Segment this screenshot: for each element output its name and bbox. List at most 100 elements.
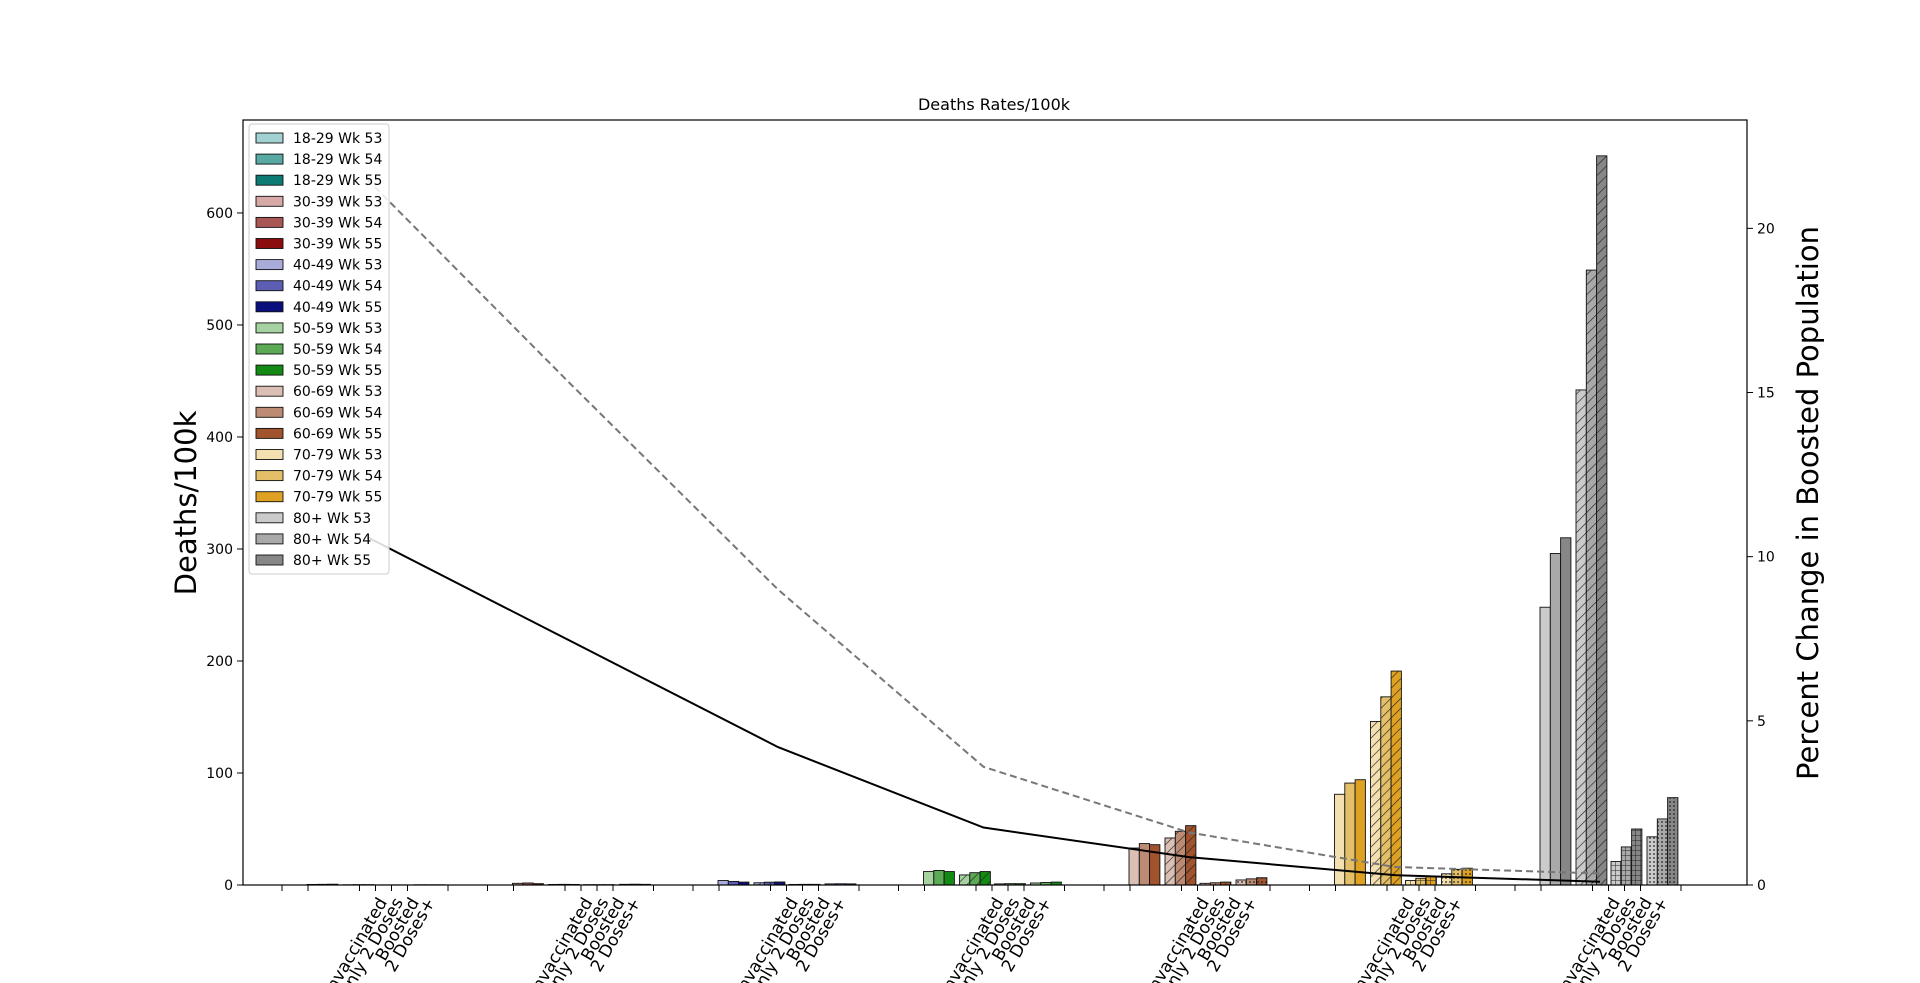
bar-hatch xyxy=(1596,155,1607,886)
y-tick-label: 100 xyxy=(206,766,233,782)
legend-entry: 80+ Wk 54 xyxy=(293,532,371,548)
legend-swatch xyxy=(255,174,284,186)
bar-hatch xyxy=(1391,671,1402,885)
bar-hatch xyxy=(1200,883,1211,885)
legend-swatch xyxy=(255,195,284,207)
y2-tick-label: 10 xyxy=(1757,550,1775,566)
bar-hatch xyxy=(1586,270,1597,885)
bar-hatch xyxy=(1246,878,1257,885)
bar-hatch xyxy=(1165,837,1176,885)
legend-entry: 80+ Wk 53 xyxy=(293,511,371,527)
y2-axis-label: Percent Change in Boosted Population xyxy=(1791,226,1825,780)
legend-swatch xyxy=(255,491,284,503)
y-axis-label: Deaths/100k xyxy=(169,410,203,595)
bar-hatch xyxy=(754,882,765,885)
legend-entry: 30-39 Wk 53 xyxy=(293,194,382,210)
y2-tick-label: 15 xyxy=(1757,386,1775,402)
bar-hatch xyxy=(969,872,981,885)
bar-hatch xyxy=(1256,877,1267,885)
legend-entry: 18-29 Wk 53 xyxy=(293,131,382,147)
legend-swatch xyxy=(255,259,284,271)
legend-entry: 40-49 Wk 53 xyxy=(293,258,382,274)
legend-entry: 60-69 Wk 54 xyxy=(293,405,382,421)
y-tick-label: 300 xyxy=(206,542,233,558)
y2-tick-label: 0 xyxy=(1757,878,1766,894)
legend-swatch xyxy=(255,322,284,334)
bar-hatch xyxy=(1015,883,1026,885)
bar-hatch xyxy=(1210,882,1221,885)
legend-swatch xyxy=(255,449,284,460)
bar-hatch xyxy=(1236,879,1247,885)
bar-hatch xyxy=(1667,797,1678,885)
legend-entry: 70-79 Wk 53 xyxy=(293,448,382,464)
legend-entry: 80+ Wk 55 xyxy=(293,553,371,569)
bar-hatch xyxy=(1415,878,1427,885)
bar-hatch xyxy=(1185,825,1196,885)
y2-tick-label: 20 xyxy=(1757,221,1775,237)
legend-swatch xyxy=(255,533,284,545)
legend-entry: 70-79 Wk 54 xyxy=(293,469,382,485)
bar-hatch xyxy=(774,881,785,885)
legend-entry: 30-39 Wk 54 xyxy=(293,215,382,231)
bar-hatch xyxy=(959,874,970,885)
legend-swatch xyxy=(255,132,284,144)
y-tick-label: 0 xyxy=(224,878,233,894)
legend-entry: 50-59 Wk 53 xyxy=(293,321,382,337)
y-tick-label: 200 xyxy=(206,654,233,670)
legend-entry: 70-79 Wk 55 xyxy=(293,490,382,506)
legend-entry: 18-29 Wk 54 xyxy=(293,152,382,168)
bar xyxy=(923,871,935,886)
bar-hatch xyxy=(764,882,775,885)
legend-box xyxy=(248,123,390,575)
y-tick-label: 600 xyxy=(206,206,233,222)
y-axis-left: 0 100 200 300 400 500 600 xyxy=(206,206,243,894)
bar xyxy=(1128,847,1140,886)
legend-entry: 40-49 Wk 55 xyxy=(293,300,382,316)
bar-hatch xyxy=(1611,861,1622,885)
bar-hatch xyxy=(1441,873,1452,885)
legend-swatch xyxy=(255,216,284,228)
legend-swatch xyxy=(255,427,284,439)
y-tick-label: 500 xyxy=(206,318,233,334)
legend-swatch xyxy=(255,364,284,376)
y-tick-label: 400 xyxy=(206,430,233,446)
legend-entry: 18-29 Wk 55 xyxy=(293,173,382,189)
legend-swatch xyxy=(255,280,284,292)
bar-hatch xyxy=(1040,882,1052,885)
bar-hatch xyxy=(1004,883,1016,885)
bar xyxy=(1539,606,1551,886)
legend-swatch xyxy=(255,554,284,566)
legend-swatch xyxy=(255,153,284,165)
bar-hatch xyxy=(1426,876,1437,885)
legend-entry: 30-39 Wk 55 xyxy=(293,237,382,253)
bar-hatch xyxy=(1576,389,1587,885)
legend-swatch xyxy=(255,343,284,355)
bar-hatch xyxy=(1220,882,1231,885)
legend-swatch xyxy=(255,238,284,249)
bar-hatch xyxy=(1647,836,1658,885)
legend-entry: 60-69 Wk 55 xyxy=(293,426,382,442)
bar xyxy=(1354,779,1366,886)
bar xyxy=(1344,782,1356,886)
bar xyxy=(1549,553,1562,886)
legend-swatch xyxy=(255,385,284,397)
legend-swatch xyxy=(255,406,284,418)
bar xyxy=(717,880,729,886)
bar-hatch xyxy=(1380,696,1392,885)
legend: 18-29 Wk 53 18-29 Wk 54 18-29 Wk 55 30-39 W… xyxy=(248,123,390,575)
legend-entry: 40-49 Wk 54 xyxy=(293,279,382,295)
bars xyxy=(306,155,1679,886)
legend-swatch xyxy=(255,301,284,313)
chart-title: Deaths Rates/100k xyxy=(918,95,1071,114)
legend-swatch xyxy=(255,470,284,482)
bar xyxy=(933,869,945,886)
bar-hatch xyxy=(1657,818,1668,885)
legend-entry: 60-69 Wk 53 xyxy=(293,384,382,400)
bar-hatch xyxy=(1370,721,1381,885)
bar-hatch xyxy=(1051,882,1062,885)
bar-hatch xyxy=(1175,831,1186,885)
legend-entry: 50-59 Wk 55 xyxy=(293,363,382,379)
bar-hatch xyxy=(1405,880,1416,885)
